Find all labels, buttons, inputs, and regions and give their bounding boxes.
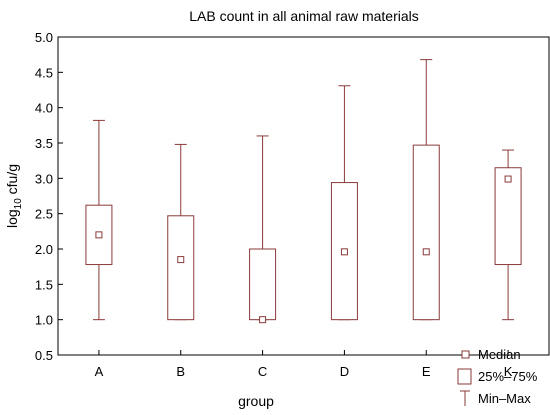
x-tick-label: A bbox=[95, 364, 104, 379]
box-group-k bbox=[494, 149, 522, 321]
x-tick-label: B bbox=[176, 364, 185, 379]
box-group-d bbox=[330, 85, 358, 321]
y-axis-label-main: log bbox=[4, 209, 20, 228]
median-marker bbox=[177, 256, 185, 264]
median-marker bbox=[340, 248, 348, 256]
median-marker bbox=[95, 231, 103, 239]
chart-title: LAB count in all animal raw materials bbox=[189, 8, 419, 24]
y-tick-label: 0.5 bbox=[35, 348, 53, 363]
legend-item-box: 25%–75% bbox=[457, 368, 538, 385]
y-tick-label: 4.0 bbox=[35, 101, 53, 116]
y-axis: 0.5 1.0 1.5 2.0 2.5 3.0 3.5 4.0 4.5 5.0 bbox=[35, 30, 63, 363]
y-tick-label: 1.5 bbox=[35, 277, 53, 292]
x-axis-label: group bbox=[238, 393, 274, 409]
iqr-box bbox=[494, 167, 522, 266]
y-tick-label: 2.5 bbox=[35, 207, 53, 222]
y-axis-label-subscript: 10 bbox=[13, 198, 24, 210]
y-tick-label: 5.0 bbox=[35, 30, 53, 45]
plot-area-frame bbox=[57, 36, 550, 356]
iqr-box bbox=[412, 144, 440, 321]
x-tick-label: K bbox=[504, 364, 513, 379]
y-tick-label: 2.0 bbox=[35, 242, 53, 257]
legend-item-median: Median bbox=[461, 347, 521, 362]
median-marker bbox=[259, 316, 267, 324]
x-tick-label: C bbox=[258, 364, 267, 379]
y-tick-label: 4.5 bbox=[35, 65, 53, 80]
legend-median-marker bbox=[461, 350, 470, 359]
median-marker bbox=[504, 175, 512, 183]
y-tick-label: 3.0 bbox=[35, 171, 53, 186]
x-tick-label: E bbox=[422, 364, 431, 379]
y-tick-label: 1.0 bbox=[35, 313, 53, 328]
median-marker bbox=[422, 248, 430, 256]
iqr-box bbox=[249, 248, 277, 321]
box-group-a bbox=[85, 119, 113, 321]
y-tick-label: 3.5 bbox=[35, 136, 53, 151]
legend-median-label: Median bbox=[478, 347, 521, 362]
iqr-box bbox=[167, 215, 195, 321]
box-group-e bbox=[412, 59, 440, 321]
box-series bbox=[85, 59, 522, 324]
box-group-c bbox=[249, 135, 277, 324]
legend-box-label: 25%–75% bbox=[478, 369, 538, 384]
legend-box-marker bbox=[457, 368, 472, 385]
box-group-b bbox=[167, 143, 195, 321]
legend: Median 25%–75% Min–Max bbox=[457, 347, 538, 406]
x-tick-label: D bbox=[340, 364, 349, 379]
y-axis-label: log10 cfu/g bbox=[4, 164, 24, 228]
y-axis-label-rest: cfu/g bbox=[4, 164, 20, 198]
legend-item-whisker: Min–Max bbox=[460, 390, 531, 406]
legend-whisker-label: Min–Max bbox=[478, 391, 531, 406]
